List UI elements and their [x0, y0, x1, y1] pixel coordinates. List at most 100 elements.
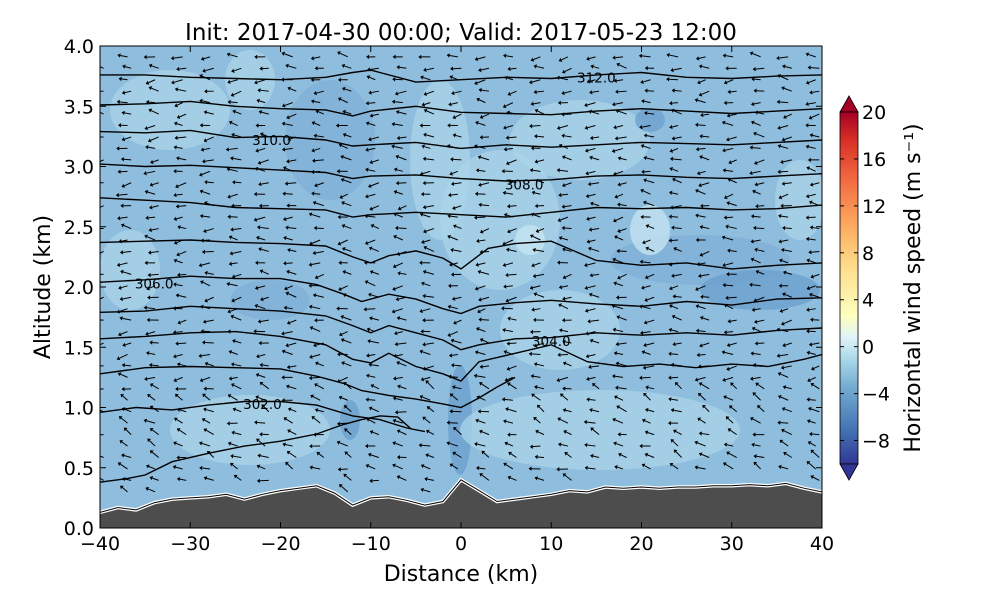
wind-vector [180, 226, 187, 230]
wind-vector [615, 216, 624, 221]
wind-vector-head [781, 181, 785, 186]
wind-vector-head [750, 101, 755, 107]
wind-vector-head [449, 409, 453, 414]
wind-vector [509, 205, 517, 207]
wind-vector [233, 228, 242, 230]
wind-vector-head [751, 76, 755, 82]
wind-vector [697, 99, 706, 104]
wind-vector [119, 308, 128, 312]
wind-vector-head [590, 427, 595, 432]
wind-vector-head [173, 216, 178, 221]
wind-vector [618, 110, 627, 115]
wind-vector [451, 170, 459, 175]
wind-vector [290, 249, 297, 252]
wind-vector-head [175, 204, 179, 209]
wind-vector [288, 65, 297, 69]
wind-vector-head [117, 216, 121, 221]
wind-vector [810, 408, 820, 413]
wind-vector [340, 98, 348, 104]
wind-vector-head [203, 407, 207, 412]
wind-vector-head [561, 90, 565, 96]
wind-vector-head [806, 397, 810, 402]
wind-vector-head [726, 366, 730, 371]
wind-vector-head [148, 362, 153, 368]
wind-vector [618, 363, 627, 367]
wind-vector [702, 226, 710, 230]
wind-vector [178, 157, 187, 161]
wind-vector-head [226, 167, 231, 172]
wind-vector-head [805, 144, 810, 149]
wind-vector-head [502, 190, 506, 196]
y-tick-label: 2.5 [64, 217, 94, 239]
wind-vector [340, 239, 348, 244]
wind-vector-head [226, 52, 231, 57]
wind-vector [590, 248, 600, 252]
wind-vector [699, 170, 706, 174]
wind-vector-head [507, 229, 511, 234]
wind-vector [176, 102, 183, 106]
colorbar-tick-label: 8 [862, 243, 874, 265]
wind-vector-head [749, 376, 754, 381]
wind-vector-head [393, 234, 397, 239]
wind-vector-head [452, 451, 457, 456]
wind-vector [100, 102, 101, 103]
wind-vector [504, 398, 513, 401]
wind-vector-head [558, 57, 563, 62]
wind-vector [808, 53, 816, 58]
wind-vector-head [420, 487, 424, 493]
x-tick-label: −30 [170, 533, 210, 555]
wind-vector [259, 100, 266, 104]
wind-vector [505, 329, 513, 333]
wind-vector-head [173, 258, 178, 263]
wind-vector [642, 125, 651, 128]
wind-vector-head [176, 428, 181, 432]
wind-vector-head [806, 329, 810, 334]
wind-vector-head [644, 452, 649, 457]
wind-vector-head [782, 292, 786, 297]
wind-vector [785, 386, 792, 390]
wind-vector-head [587, 319, 591, 324]
wind-vector [425, 158, 434, 161]
wind-vector [201, 353, 211, 357]
wind-vector [258, 353, 266, 357]
wind-vector [100, 342, 104, 346]
wind-vector-head [422, 180, 426, 186]
wind-vector-head [694, 440, 699, 445]
wind-vector-head [699, 343, 703, 348]
wind-vector [480, 156, 490, 161]
wind-vector-head [639, 124, 643, 130]
wind-vector [559, 125, 569, 129]
colorbar-top-extension [839, 95, 859, 113]
wind-vector [260, 159, 269, 164]
wind-vector-head [668, 190, 673, 195]
wind-vector-head [282, 442, 286, 447]
wind-vector [531, 353, 541, 355]
wind-vector [725, 55, 734, 58]
wind-vector-head [199, 189, 204, 194]
wind-vector [809, 399, 816, 401]
wind-vector-head [558, 143, 563, 148]
wind-vector-head [199, 378, 204, 383]
wind-vector [288, 293, 297, 298]
wind-vector [235, 111, 242, 115]
wind-vector [728, 226, 737, 230]
wind-vector-head [149, 340, 153, 345]
wind-vector [506, 285, 513, 288]
wind-vector [288, 342, 297, 346]
wind-vector [314, 147, 321, 151]
wind-vector-head [199, 465, 203, 471]
wind-vector-head [502, 262, 507, 268]
wind-vector-head [257, 88, 261, 93]
wind-vector-head [702, 404, 706, 409]
wind-vector-head [419, 308, 423, 314]
wind-vector-head [149, 205, 153, 210]
wind-vector-head [175, 293, 180, 298]
wind-vector-head [783, 114, 787, 119]
wind-vector-head [227, 214, 231, 219]
wind-vector-head [419, 349, 424, 354]
wind-vector [782, 159, 792, 163]
wind-vector-head [777, 144, 782, 149]
wind-vector-head [505, 135, 509, 140]
wind-vector-head [447, 332, 452, 337]
wind-vector-head [642, 365, 647, 370]
